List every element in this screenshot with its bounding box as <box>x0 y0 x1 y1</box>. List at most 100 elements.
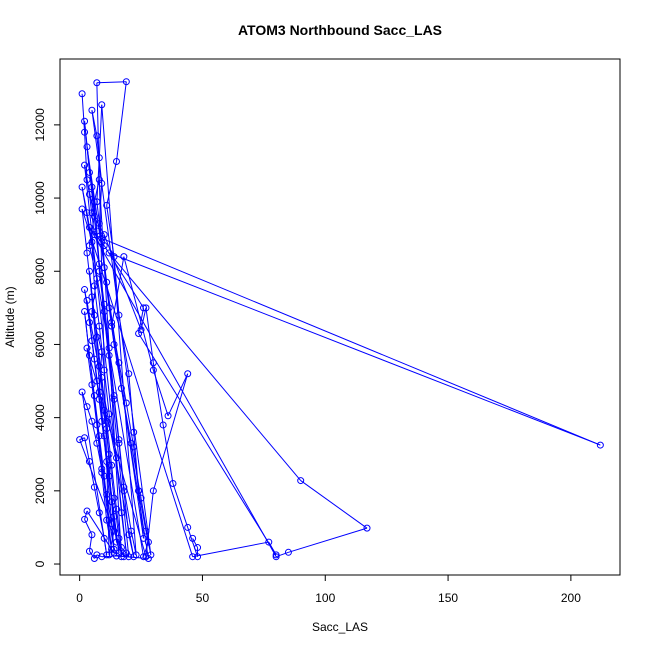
x-tick-label: 100 <box>315 591 335 605</box>
data-point <box>115 534 123 542</box>
data-point <box>90 198 98 206</box>
data-point <box>120 487 128 495</box>
series-line-segment <box>98 366 105 411</box>
data-point <box>112 454 120 462</box>
data-point <box>78 183 86 191</box>
data-point <box>105 304 113 312</box>
data-point <box>81 434 89 442</box>
data-point <box>117 384 125 392</box>
data-point <box>103 551 111 559</box>
data-point <box>85 223 93 231</box>
series-line-segment <box>91 212 105 235</box>
data-point <box>108 322 116 330</box>
y-tick-label: 6000 <box>33 331 47 358</box>
data-point <box>144 538 152 546</box>
data-point <box>125 370 133 378</box>
data-point <box>140 553 148 561</box>
data-point <box>90 311 98 319</box>
data-point <box>85 190 93 198</box>
data-point <box>95 260 103 268</box>
series-points <box>76 78 604 563</box>
data-point <box>140 304 148 312</box>
data-point <box>93 421 101 429</box>
data-point <box>120 253 128 261</box>
data-point <box>93 198 101 206</box>
series-line-segment <box>84 165 90 195</box>
data-point <box>137 326 145 334</box>
data-point <box>184 370 192 378</box>
data-point <box>103 201 111 209</box>
series-line-segment <box>275 551 289 558</box>
data-point <box>112 552 120 560</box>
series-line-segment <box>88 461 95 488</box>
series-line-segment <box>145 490 154 557</box>
series-line-segment <box>84 311 90 356</box>
data-point <box>81 128 89 136</box>
data-point <box>110 512 118 520</box>
data-point <box>120 483 128 491</box>
series-line-segment <box>93 285 100 327</box>
series-line-segment <box>125 402 135 447</box>
series-line-segment <box>103 476 110 521</box>
series-line-segment <box>268 541 277 556</box>
data-point <box>142 527 150 535</box>
data-point <box>159 421 167 429</box>
data-point <box>85 267 93 275</box>
data-point <box>95 154 103 162</box>
data-point <box>81 286 89 294</box>
data-point <box>83 143 91 151</box>
y-tick-label: 2000 <box>33 477 47 504</box>
data-point <box>140 534 148 542</box>
data-point <box>103 425 111 433</box>
series-line-segment <box>86 146 93 188</box>
data-point <box>110 494 118 502</box>
series-line-segment <box>111 465 117 510</box>
data-point <box>81 117 89 125</box>
series-line-segment <box>91 384 98 426</box>
data-point <box>164 412 172 420</box>
data-point <box>105 472 113 480</box>
series-line-segment <box>86 510 115 554</box>
data-point <box>81 161 89 169</box>
data-point <box>100 472 108 480</box>
data-point <box>93 227 101 235</box>
data-point <box>78 388 86 396</box>
data-point <box>115 359 123 367</box>
y-tick-label: 10000 <box>33 181 47 215</box>
data-point <box>112 157 120 165</box>
series-line-segment <box>91 340 98 382</box>
series-line-segment <box>101 237 601 446</box>
series-line-segment <box>288 527 368 553</box>
series-line-segment <box>86 347 147 557</box>
data-point <box>125 531 133 539</box>
data-point <box>78 205 86 213</box>
data-point <box>105 410 113 418</box>
data-point <box>88 531 96 539</box>
series-line-segment <box>86 348 93 385</box>
series-line-segment <box>133 446 140 491</box>
data-point <box>103 278 111 286</box>
series-line-segment <box>91 421 98 444</box>
data-point <box>108 461 116 469</box>
data-point <box>194 553 202 561</box>
data-point <box>95 509 103 517</box>
data-point <box>100 366 108 374</box>
x-tick-label: 150 <box>438 591 458 605</box>
series-line-segment <box>101 104 137 555</box>
series-line-segment <box>88 271 95 316</box>
series-line-segment <box>123 487 132 532</box>
y-tick-label: 0 <box>33 560 47 567</box>
series-line-segment <box>113 399 120 444</box>
data-point <box>130 553 138 561</box>
data-point <box>83 209 91 217</box>
data-point <box>122 78 130 86</box>
series-line-segment <box>187 527 199 557</box>
data-point <box>284 548 292 556</box>
data-point <box>189 534 197 542</box>
data-point <box>95 220 103 228</box>
series-line-segment <box>121 547 130 558</box>
series-line-segment <box>96 230 100 272</box>
data-point <box>76 436 84 444</box>
data-point <box>95 362 103 370</box>
data-point <box>135 487 143 495</box>
